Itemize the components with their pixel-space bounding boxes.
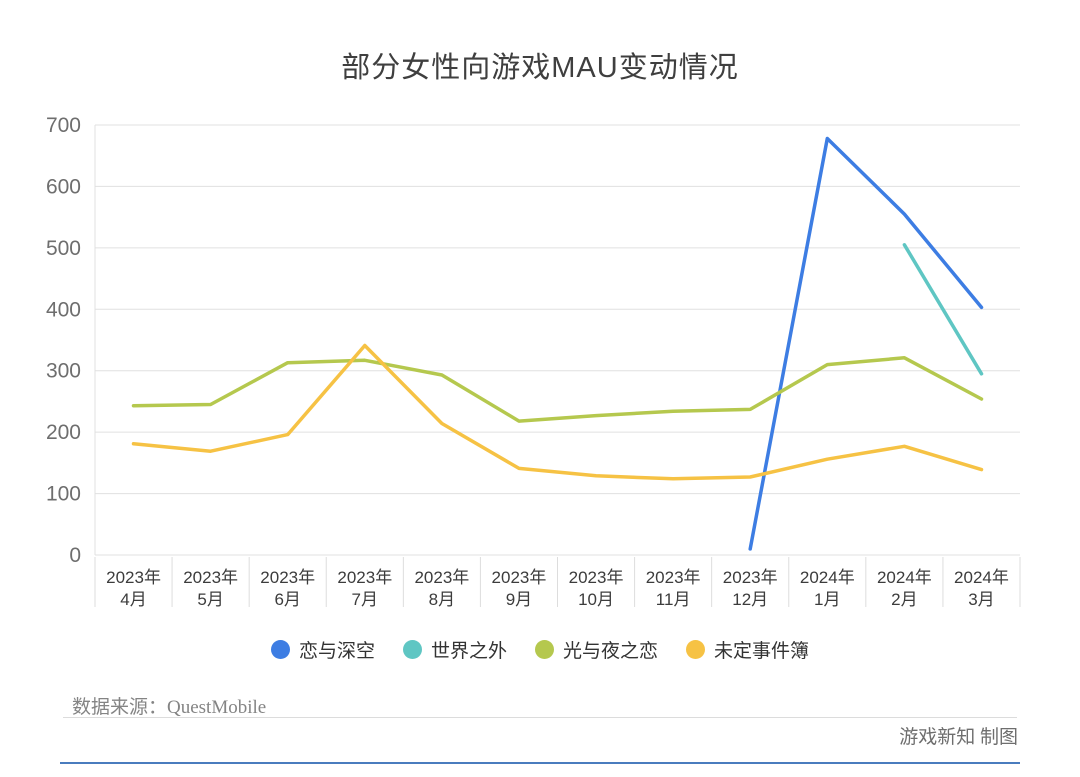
chart-title: 部分女性向游戏MAU变动情况: [341, 52, 739, 84]
x-axis-label-month: 9月: [506, 590, 532, 609]
x-axis-label-month: 2月: [891, 590, 917, 609]
legend-dot-icon: [535, 640, 554, 659]
data-source-label: 数据来源：QuestMobile: [72, 697, 267, 718]
y-axis-label: 100: [46, 483, 81, 506]
series-line-1: [902, 243, 984, 376]
x-axis-label-year: 2024年: [954, 568, 1009, 587]
series-line-2: [131, 356, 984, 423]
x-axis-label-year: 2024年: [877, 568, 932, 587]
x-axis-label-year: 2023年: [260, 568, 315, 587]
y-axis-label: 200: [46, 421, 81, 444]
footer-accent-line: [60, 762, 1020, 764]
y-axis-label: 0: [69, 544, 81, 567]
y-axis-label: 400: [46, 298, 81, 321]
x-axis-label-year: 2023年: [569, 568, 624, 587]
x-axis-label-year: 2023年: [492, 568, 547, 587]
x-axis-label-year: 2023年: [414, 568, 469, 587]
legend-item-3[interactable]: 未定事件簿: [686, 636, 809, 663]
legend-dot-icon: [270, 640, 290, 659]
y-axis-label: 600: [46, 175, 81, 198]
legend-label: 光与夜之恋: [563, 641, 659, 662]
x-axis-label-month: 1月: [814, 590, 840, 609]
x-axis-label-month: 11月: [656, 590, 691, 609]
x-axis-label-year: 2024年: [800, 568, 855, 587]
series-line-3: [131, 343, 984, 481]
legend: 恋与深空 世界之外 光与夜之恋 未定事件簿: [0, 636, 1080, 663]
x-axis-label-month: 10月: [578, 590, 614, 609]
x-axis-label-year: 2023年: [337, 568, 392, 587]
footer-divider: [63, 717, 1017, 718]
x-axis-label-year: 2023年: [723, 568, 778, 587]
legend-item-1[interactable]: 世界之外: [402, 636, 507, 663]
y-axis-label: 500: [46, 237, 81, 260]
x-axis-label-month: 7月: [352, 590, 378, 609]
y-axis-label: 300: [46, 360, 81, 383]
x-axis-label-month: 12月: [732, 590, 768, 609]
x-axis-label-year: 2023年: [183, 568, 238, 587]
legend-label: 未定事件簿: [714, 641, 810, 662]
legend-item-0[interactable]: 恋与深空: [270, 636, 375, 663]
credit-label: 游戏新知 制图: [899, 727, 1018, 748]
y-axis-label: 700: [46, 114, 81, 137]
x-axis-label-year: 2023年: [106, 568, 161, 587]
x-axis-label-month: 4月: [120, 590, 146, 609]
legend-label: 恋与深空: [298, 641, 375, 662]
x-axis-label-month: 5月: [197, 590, 223, 609]
line-chart: 0 100 200 300 400 500 600 700 2023年 4月 2023年 5月 2023…: [46, 114, 1021, 609]
x-axis-label-month: 8月: [429, 590, 455, 609]
legend-label: 世界之外: [430, 641, 507, 662]
legend-dot-icon: [402, 640, 422, 659]
legend-item-2[interactable]: 光与夜之恋: [535, 636, 658, 663]
x-axis-label-year: 2023年: [646, 568, 701, 587]
x-axis-label-month: 6月: [274, 590, 300, 609]
series-line-0: [748, 136, 984, 551]
legend-dot-icon: [686, 640, 706, 659]
x-axis-label-month: 3月: [968, 590, 994, 609]
